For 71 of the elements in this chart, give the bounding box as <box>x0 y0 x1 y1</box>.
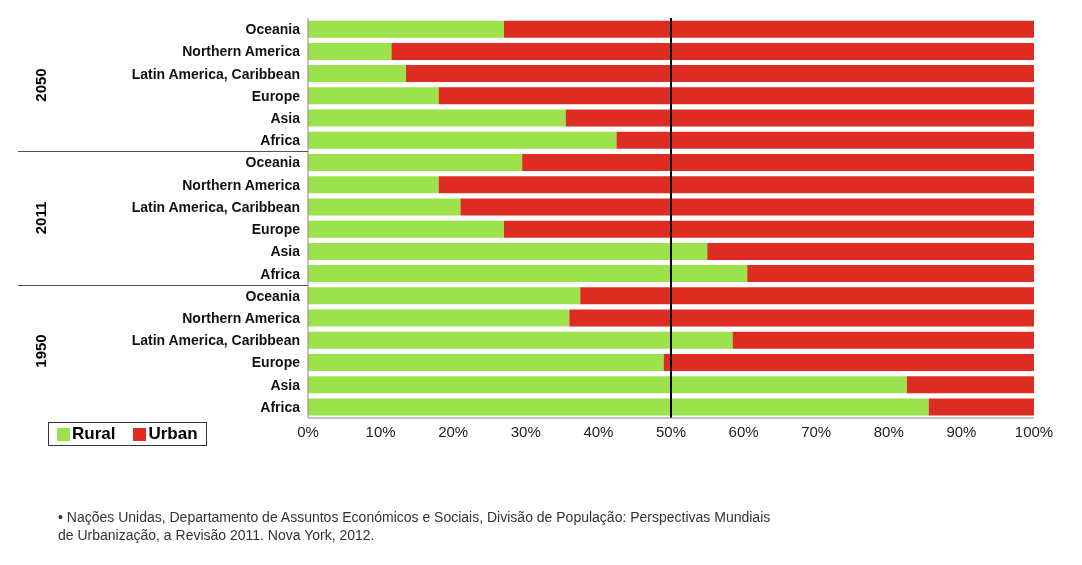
legend-label: Urban <box>147 424 198 444</box>
bar <box>747 265 1034 283</box>
bar <box>308 87 439 105</box>
x-tick-label: 80% <box>873 422 904 440</box>
x-tick-label: 50% <box>655 422 687 440</box>
y-tick-label: Northern America <box>182 309 301 326</box>
x-tick-label: 20% <box>438 422 469 440</box>
bar <box>308 109 566 127</box>
bar <box>438 87 1034 105</box>
y-tick-label: Europe <box>251 221 301 238</box>
bar <box>308 376 907 394</box>
legend-label: Rural <box>71 424 116 444</box>
text: • Nações Unidas, Departamento de Assuntos Económicos e Sociais, Divisão de População: Perspectivas Mundiais de Urbanização, a Revisão 2011. Nova York, 2012. <box>58 508 772 544</box>
bar <box>308 176 439 194</box>
y-tick-label: Asia <box>270 243 301 260</box>
bar <box>732 331 1034 349</box>
bar <box>308 309 570 327</box>
bar <box>663 354 1034 371</box>
x-tick-label: 90% <box>946 422 977 440</box>
text: 2011 <box>31 200 50 237</box>
bar <box>438 176 1034 194</box>
y-tick-label: Africa <box>260 132 301 149</box>
bar <box>308 287 581 305</box>
x-tick-label: 60% <box>728 422 759 440</box>
text: 2050 <box>31 66 50 104</box>
y-tick-label: Latin America, Caribbean <box>131 332 300 349</box>
y-tick-label: Latin America, Caribbean <box>131 198 300 215</box>
bar <box>391 42 1034 60</box>
bar <box>308 131 617 149</box>
x-tick-label: 40% <box>583 422 614 440</box>
bar <box>308 20 505 38</box>
bar <box>565 109 1034 127</box>
bar <box>308 154 523 171</box>
y-tick-label: Europe <box>251 87 301 104</box>
bar <box>308 265 748 283</box>
bar <box>460 198 1034 216</box>
bar <box>616 131 1034 149</box>
bar <box>308 354 664 371</box>
y-tick-label: Oceania <box>245 21 301 38</box>
x-tick-label: 100% <box>1014 422 1054 440</box>
x-tick-label: 10% <box>365 422 396 440</box>
bar <box>569 309 1034 327</box>
bar <box>906 376 1034 394</box>
bar <box>504 220 1034 238</box>
bar <box>308 198 461 216</box>
bar <box>504 20 1034 38</box>
y-tick-label: Oceania <box>245 287 301 304</box>
y-tick-label: Europe <box>251 354 301 371</box>
y-tick-label: Asia <box>270 109 301 126</box>
bar <box>406 65 1034 83</box>
bar <box>522 154 1034 171</box>
x-tick-label: 30% <box>510 422 541 440</box>
bar <box>308 42 392 60</box>
y-tick-label: Africa <box>260 398 301 415</box>
y-tick-label: Oceania <box>245 154 301 171</box>
bar <box>308 220 505 238</box>
y-tick-label: Northern America <box>182 43 301 60</box>
bar <box>928 398 1034 416</box>
y-tick-label: Asia <box>270 376 301 393</box>
bar <box>308 331 733 349</box>
bar <box>308 398 929 416</box>
y-tick-label: Northern America <box>182 176 301 193</box>
bar <box>308 65 407 83</box>
x-tick-label: 70% <box>801 422 832 440</box>
x-tick-label: 0% <box>297 422 319 440</box>
bar <box>308 242 708 260</box>
y-tick-label: Latin America, Caribbean <box>131 65 300 82</box>
bar <box>707 242 1034 260</box>
bar <box>580 287 1034 305</box>
y-tick-label: Africa <box>260 265 301 282</box>
text: 1950 <box>31 333 50 370</box>
